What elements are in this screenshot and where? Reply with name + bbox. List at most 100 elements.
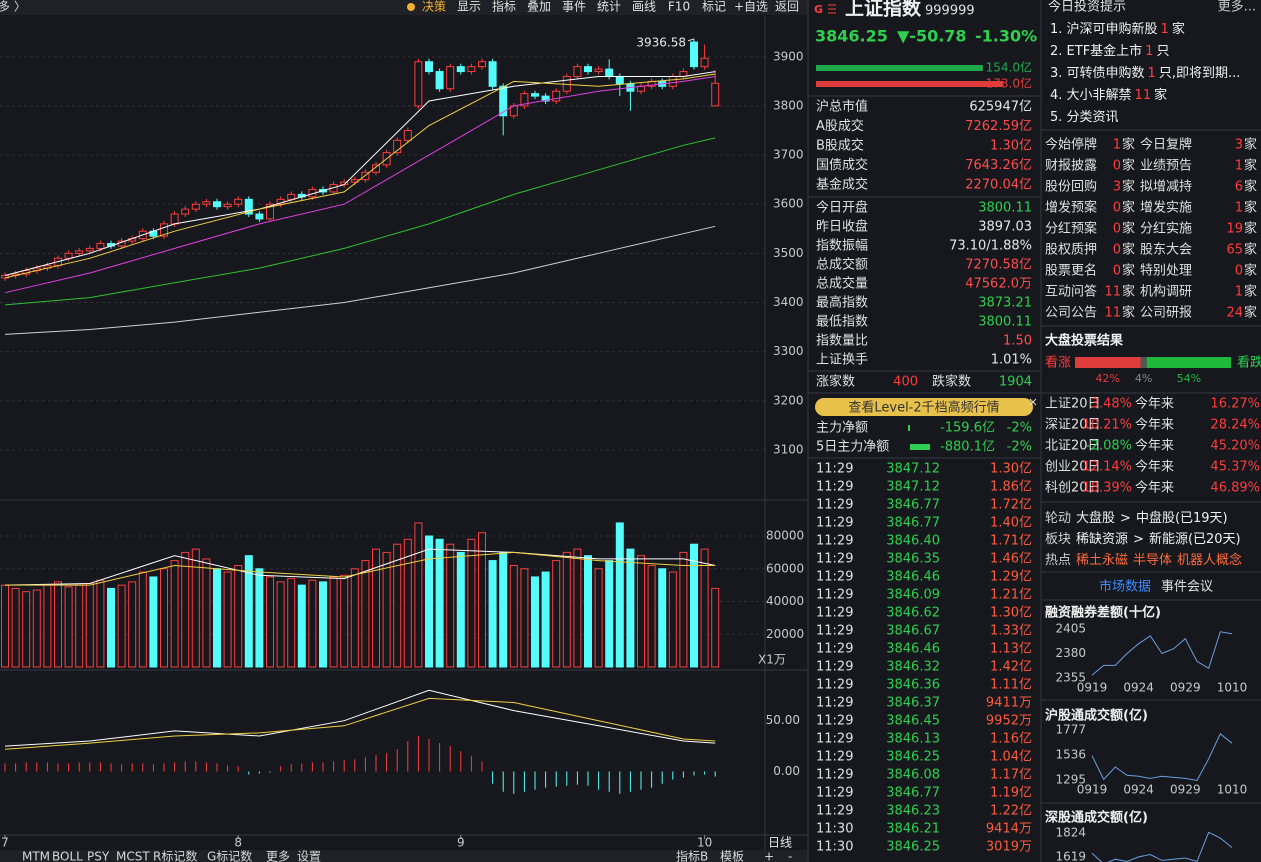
y-tick-label: 40000 — [766, 594, 804, 608]
tip-count: 0 — [1113, 243, 1121, 258]
tick-time: 11:29 — [816, 516, 853, 531]
volume-bar — [329, 576, 338, 668]
tab[interactable]: 市场数据 — [1099, 579, 1151, 595]
toolbar-item[interactable]: + — [764, 850, 774, 862]
tip-item[interactable]: 5. 分类资讯 — [1050, 110, 1119, 125]
tip-item[interactable]: 1. 沪深可申购新股 1 家 — [1050, 21, 1185, 37]
tick-amount: 1.16亿 — [990, 732, 1032, 747]
y-tick-label: 1777 — [1055, 722, 1086, 736]
candle-body — [690, 41, 698, 68]
tip-count: 65 — [1226, 243, 1243, 258]
rotation-item: 大盘股 — [1076, 510, 1115, 526]
y-tick-label: 1536 — [1055, 747, 1086, 761]
toolbar-item[interactable]: 叠加 — [527, 0, 551, 14]
candle-body — [213, 201, 221, 208]
toolbar-item[interactable]: +自选 — [734, 0, 768, 14]
bottom-toolbar — [0, 850, 808, 862]
tip-label: 公司公告 — [1045, 306, 1097, 321]
tick-price: 3846.45 — [886, 714, 940, 729]
index-change: 46.89% — [1210, 481, 1260, 496]
candle-body — [520, 93, 529, 107]
indicator-tab[interactable]: R标记数 — [153, 849, 197, 862]
stat-label: 沪总市值 — [816, 99, 868, 115]
toolbar-item[interactable]: 事件 — [562, 0, 586, 14]
tick-price: 3847.12 — [886, 480, 940, 495]
stat-value: 73.10/1.88% — [949, 239, 1032, 254]
tip-unit: 家 — [1172, 21, 1185, 37]
stat-label: 跌家数 — [932, 374, 971, 390]
volume-bar — [350, 568, 359, 668]
indicator-tab[interactable]: MCST — [116, 850, 150, 862]
toolbar-item[interactable]: 标记 — [702, 0, 726, 14]
tip-item[interactable]: 4. 大小非解禁 11 家 — [1050, 87, 1167, 103]
toolbar-item[interactable]: 指标B — [676, 849, 708, 862]
y-tick-label: 3200 — [773, 393, 804, 407]
tip-item[interactable]: 3. 可转债申购数 1 只,即将到期... — [1050, 65, 1240, 81]
tip-unit: 家 — [1244, 200, 1257, 216]
tab[interactable]: 事件会议 — [1161, 580, 1213, 595]
indicator-tab[interactable]: BOLL — [52, 850, 83, 862]
tick-time: 11:29 — [816, 552, 853, 567]
tick-time: 11:29 — [816, 696, 853, 711]
candle-body — [594, 68, 603, 73]
index-change: 45.20% — [1210, 439, 1260, 454]
toolbar-item[interactable]: 画线 — [632, 0, 656, 14]
volume-bar — [700, 548, 709, 668]
volume-bar — [552, 560, 561, 668]
moving-average — [4, 71, 716, 276]
vote-bar — [1146, 357, 1231, 368]
index-label: 上证20日 — [1045, 397, 1101, 412]
toolbar-item[interactable]: - — [788, 850, 792, 862]
indicator-tab[interactable]: PSY — [87, 850, 110, 862]
fund-pct: -2% — [1007, 421, 1032, 436]
tip-item[interactable]: 2. ETF基金上市 1 只 — [1050, 43, 1169, 59]
stat-label: 最低指数 — [816, 315, 868, 330]
tip-label: 分红预案 — [1045, 221, 1097, 237]
indicator-tab[interactable]: 设置 — [297, 850, 321, 862]
volume-bar — [711, 587, 720, 668]
toolbar-item[interactable]: 更多 〉 — [0, 0, 26, 14]
y-tick-label: 1824 — [1055, 825, 1086, 839]
banner-text[interactable]: 查看Level-2千档高频行情 — [848, 400, 999, 416]
indicator-tab[interactable]: G标记数 — [207, 849, 252, 862]
more-link[interactable]: 更多... — [1218, 0, 1256, 15]
indicator-tab[interactable]: MTM — [22, 850, 50, 862]
tick-price: 3846.13 — [886, 732, 940, 747]
toolbar-item[interactable]: F10 — [668, 0, 690, 14]
volume-bar — [573, 548, 582, 668]
candle-body — [160, 223, 168, 237]
volume-bar — [32, 589, 41, 668]
toolbar-item[interactable]: 指标 — [492, 0, 516, 14]
toolbar-item[interactable]: 决策 — [422, 0, 446, 14]
tip-unit: 家 — [1122, 305, 1135, 321]
candle-body — [711, 82, 720, 107]
mini-title: 沪股通成交额(亿) — [1045, 708, 1148, 724]
toolbar-item[interactable]: 返回 — [775, 0, 799, 14]
tip-unit: 家 — [1244, 263, 1257, 279]
toolbar-item[interactable]: 显示 — [457, 0, 481, 14]
index-change: 10.21% — [1082, 418, 1132, 433]
tip-unit: 家 — [1244, 305, 1257, 321]
stat-value: 3800.11 — [978, 315, 1032, 330]
tick-time: 11:29 — [816, 534, 853, 549]
period-label[interactable]: 日线 — [768, 836, 792, 850]
tick-amount: 1.13亿 — [990, 642, 1032, 657]
index-label: 今年来 — [1135, 459, 1174, 475]
candle-body — [446, 66, 455, 90]
indicator-tab[interactable]: 更多 — [266, 850, 290, 862]
rotation-item: 新能源(已20天) — [1149, 531, 1241, 547]
candle-body — [372, 164, 380, 173]
volume-bar — [276, 581, 285, 668]
toolbar-item[interactable]: 模板 — [720, 850, 744, 862]
volume-bar — [456, 551, 465, 668]
tip-unit: 家 — [1244, 242, 1257, 258]
stat-value: 7262.59亿 — [965, 119, 1032, 134]
toolbar-item[interactable]: 统计 — [597, 0, 621, 14]
index-change: 12.14% — [1082, 460, 1132, 475]
tick-price: 3846.08 — [886, 768, 940, 783]
volume-bar — [319, 581, 327, 668]
tip-unit: 家 — [1244, 137, 1257, 153]
x-tick-label: 0929 — [1170, 681, 1201, 695]
tick-time: 11:29 — [816, 804, 853, 819]
